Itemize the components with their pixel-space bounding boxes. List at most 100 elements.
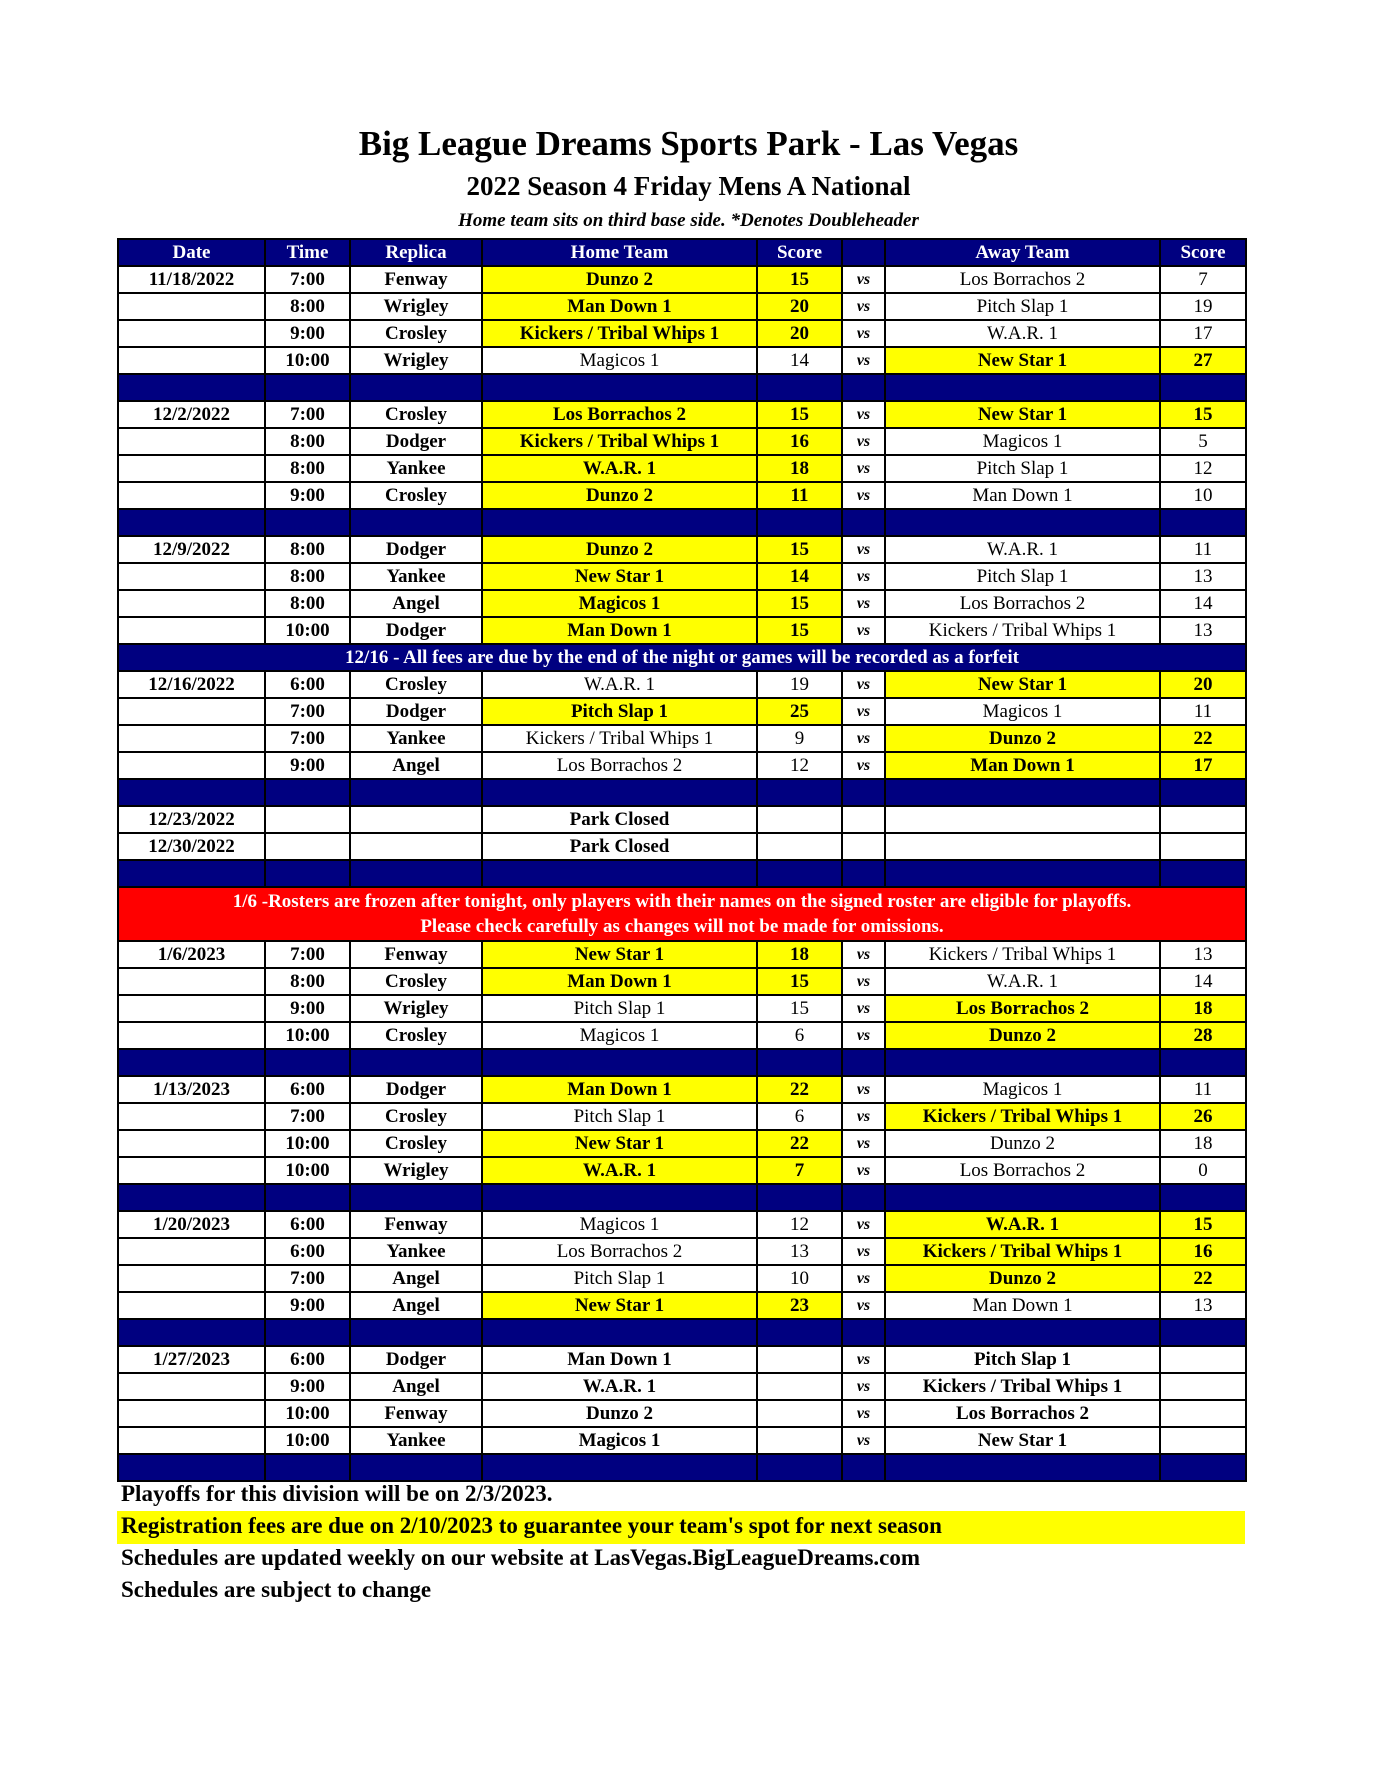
home-score-cell: 18 — [756, 454, 843, 483]
game-row: 1/20/2023 6:00 Fenway Magicos 1 12 vs W.A.R. 1… — [117, 1210, 1247, 1239]
footer-playoffs: Playoffs for this division will be on 2/… — [121, 1481, 553, 1506]
vs-label: vs — [841, 1210, 886, 1239]
home-score-cell: 15 — [756, 994, 843, 1023]
away-team-cell: Dunzo 2 — [884, 1264, 1161, 1293]
time-cell: 7:00 — [264, 724, 351, 753]
away-team-cell: Man Down 1 — [884, 751, 1161, 780]
separator-cell — [117, 508, 266, 537]
separator-cell — [349, 508, 483, 537]
away-team-cell: Dunzo 2 — [884, 724, 1161, 753]
separator-cell — [481, 778, 758, 807]
away-team-cell: W.A.R. 1 — [884, 967, 1161, 996]
vs-label: vs — [841, 1075, 886, 1104]
away-score-cell: 15 — [1159, 400, 1247, 429]
column-header-date: Date — [117, 238, 266, 267]
separator-cell — [756, 859, 843, 888]
vs-label: vs — [841, 616, 886, 645]
away-score-cell: 18 — [1159, 1129, 1247, 1158]
separator-cell — [117, 778, 266, 807]
vs-label: vs — [841, 589, 886, 618]
away-team-cell: W.A.R. 1 — [884, 1210, 1161, 1239]
home-team-cell: Dunzo 2 — [481, 535, 758, 564]
away-score-cell — [1159, 1399, 1247, 1428]
away-team-cell: Dunzo 2 — [884, 1021, 1161, 1050]
separator-cell — [756, 1183, 843, 1212]
separator-cell — [884, 859, 1161, 888]
game-row: 9:00 Crosley Kickers / Tribal Whips 1 20 vs W… — [117, 319, 1247, 348]
replica-cell: Yankee — [349, 1426, 483, 1455]
home-score-cell: 23 — [756, 1291, 843, 1320]
away-team-cell: Man Down 1 — [884, 1291, 1161, 1320]
time-cell: 9:00 — [264, 481, 351, 510]
away-score-cell: 13 — [1159, 940, 1247, 969]
date-cell — [117, 724, 266, 753]
schedule-table: Date Time Replica Home Team Score Away Team Sc… — [117, 238, 1247, 1482]
date-cell — [117, 616, 266, 645]
separator-cell — [884, 373, 1161, 402]
time-cell — [264, 832, 351, 861]
time-cell: 7:00 — [264, 1264, 351, 1293]
alert-line-2: Please check carefully as changes will n… — [420, 916, 944, 937]
away-team-cell: Man Down 1 — [884, 481, 1161, 510]
home-team-cell: Magicos 1 — [481, 589, 758, 618]
separator-cell — [481, 508, 758, 537]
vs-label: vs — [841, 1129, 886, 1158]
date-cell — [117, 292, 266, 321]
home-team-cell: Los Borrachos 2 — [481, 400, 758, 429]
away-score-cell: 19 — [1159, 292, 1247, 321]
game-row: 7:00 Yankee Kickers / Tribal Whips 1 9 vs Dun… — [117, 724, 1247, 753]
separator-cell — [117, 373, 266, 402]
empty-cell — [884, 832, 1161, 861]
separator-cell — [349, 373, 483, 402]
separator-cell — [756, 1453, 843, 1482]
replica-cell: Dodger — [349, 1345, 483, 1374]
home-team-cell: Los Borrachos 2 — [481, 1237, 758, 1266]
notice-text: 12/16 - All fees are due by the end of t… — [117, 643, 1247, 672]
date-cell — [117, 346, 266, 375]
time-cell: 10:00 — [264, 616, 351, 645]
replica-cell: Dodger — [349, 535, 483, 564]
vs-label: vs — [841, 670, 886, 699]
home-team-cell: New Star 1 — [481, 1129, 758, 1158]
separator-cell — [481, 373, 758, 402]
column-header-replica: Replica — [349, 238, 483, 267]
home-score-cell: 6 — [756, 1021, 843, 1050]
away-score-cell: 26 — [1159, 1102, 1247, 1131]
date-cell: 1/27/2023 — [117, 1345, 266, 1374]
game-row: 1/6/2023 7:00 Fenway New Star 1 18 vs Kickers … — [117, 940, 1247, 969]
game-row: 10:00 Fenway Dunzo 2 vs Los Borrachos 2 — [117, 1399, 1247, 1428]
home-team-cell: Magicos 1 — [481, 1021, 758, 1050]
away-score-cell — [1159, 1426, 1247, 1455]
time-cell: 7:00 — [264, 1102, 351, 1131]
separator-row — [117, 859, 1247, 888]
replica-cell: Dodger — [349, 1075, 483, 1104]
home-score-cell: 16 — [756, 427, 843, 456]
separator-cell — [117, 1183, 266, 1212]
home-score-cell: 15 — [756, 589, 843, 618]
game-row: 9:00 Crosley Dunzo 2 11 vs Man Down 1 10 — [117, 481, 1247, 510]
home-team-cell: Kickers / Tribal Whips 1 — [481, 319, 758, 348]
replica-cell: Crosley — [349, 1021, 483, 1050]
separator-cell — [481, 1048, 758, 1077]
home-score-cell: 20 — [756, 319, 843, 348]
separator-cell — [264, 1318, 351, 1347]
page-subtitle: 2022 Season 4 Friday Mens A National — [466, 171, 911, 201]
replica-cell: Angel — [349, 589, 483, 618]
time-cell: 8:00 — [264, 535, 351, 564]
away-team-cell: Pitch Slap 1 — [884, 1345, 1161, 1374]
date-cell — [117, 589, 266, 618]
vs-label: vs — [841, 427, 886, 456]
game-row: 1/13/2023 6:00 Dodger Man Down 1 22 vs Magicos… — [117, 1075, 1247, 1104]
away-team-cell: Kickers / Tribal Whips 1 — [884, 616, 1161, 645]
replica-cell: Dodger — [349, 427, 483, 456]
time-cell: 6:00 — [264, 1345, 351, 1374]
away-team-cell: Los Borrachos 2 — [884, 994, 1161, 1023]
home-team-cell: Magicos 1 — [481, 1210, 758, 1239]
time-cell: 10:00 — [264, 1426, 351, 1455]
home-score-cell: 14 — [756, 346, 843, 375]
vs-label: vs — [841, 562, 886, 591]
date-cell — [117, 1156, 266, 1185]
empty-cell — [756, 832, 843, 861]
separator-cell — [841, 859, 886, 888]
